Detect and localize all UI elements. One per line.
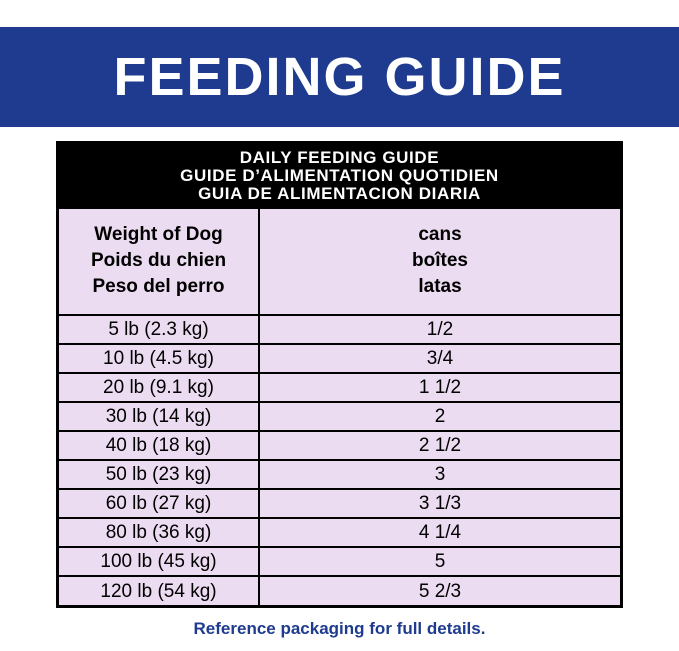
- amount-cell: 3: [258, 459, 620, 489]
- amount-cell: 2: [258, 401, 620, 431]
- weight-cell: 80 lb (36 kg): [59, 517, 259, 547]
- table-body: 5 lb (2.3 kg) 1/2 10 lb (4.5 kg) 3/4 20 …: [59, 314, 620, 605]
- weight-cell: 50 lb (23 kg): [59, 459, 259, 489]
- amount-cell: 5 2/3: [258, 575, 620, 605]
- amount-cell: 4 1/4: [258, 517, 620, 547]
- weight-header-fr: Poids du chien: [90, 250, 227, 271]
- banner: FEEDING GUIDE: [0, 27, 679, 127]
- table-row: 50 lb (23 kg) 3: [59, 459, 620, 489]
- table-row: 5 lb (2.3 kg) 1/2: [59, 314, 620, 344]
- weight-column-header: Weight of Dog Poids du chien Peso del pe…: [59, 209, 259, 315]
- amount-cell: 5: [258, 546, 620, 576]
- amount-column-header: cans boîtes latas: [258, 209, 620, 315]
- weight-cell: 30 lb (14 kg): [59, 401, 259, 431]
- weight-cell: 120 lb (54 kg): [59, 575, 259, 605]
- weight-cell: 40 lb (18 kg): [59, 430, 259, 460]
- table-row: 10 lb (4.5 kg) 3/4: [59, 343, 620, 373]
- weight-cell: 100 lb (45 kg): [59, 546, 259, 576]
- amount-cell: 3 1/3: [258, 488, 620, 518]
- table-row: 40 lb (18 kg) 2 1/2: [59, 430, 620, 460]
- table-title-line-en: DAILY FEEDING GUIDE: [239, 148, 440, 167]
- amount-header-es: latas: [418, 276, 462, 297]
- page-title: FEEDING GUIDE: [113, 47, 566, 107]
- feeding-table: Weight of Dog Poids du chien Peso del pe…: [59, 209, 620, 605]
- amount-cell: 3/4: [258, 343, 620, 373]
- table-row: 100 lb (45 kg) 5: [59, 546, 620, 576]
- table-title-bar: DAILY FEEDING GUIDE GUIDE D’ALIMENTATION…: [59, 144, 620, 209]
- weight-header-es: Peso del perro: [92, 276, 225, 297]
- weight-cell: 60 lb (27 kg): [59, 488, 259, 518]
- weight-header-en: Weight of Dog: [94, 224, 223, 245]
- table-row: 20 lb (9.1 kg) 1 1/2: [59, 372, 620, 402]
- table-row: 80 lb (36 kg) 4 1/4: [59, 517, 620, 547]
- table-row: 120 lb (54 kg) 5 2/3: [59, 575, 620, 605]
- amount-header-fr: boîtes: [412, 250, 468, 271]
- amount-cell: 1 1/2: [258, 372, 620, 402]
- column-header-row: Weight of Dog Poids du chien Peso del pe…: [59, 209, 620, 315]
- table-row: 30 lb (14 kg) 2: [59, 401, 620, 431]
- weight-cell: 10 lb (4.5 kg): [59, 343, 259, 373]
- amount-header-en: cans: [418, 224, 462, 245]
- table-row: 60 lb (27 kg) 3 1/3: [59, 488, 620, 518]
- table-title-line-fr: GUIDE D’ALIMENTATION QUOTIDIEN: [180, 166, 499, 185]
- footnote: Reference packaging for full details.: [193, 619, 486, 638]
- table-title-line-es: GUIA DE ALIMENTACION DIARIA: [198, 184, 481, 203]
- feeding-guide-table-box: DAILY FEEDING GUIDE GUIDE D’ALIMENTATION…: [56, 141, 623, 608]
- weight-cell: 5 lb (2.3 kg): [59, 314, 259, 344]
- weight-cell: 20 lb (9.1 kg): [59, 372, 259, 402]
- amount-cell: 2 1/2: [258, 430, 620, 460]
- amount-cell: 1/2: [258, 314, 620, 344]
